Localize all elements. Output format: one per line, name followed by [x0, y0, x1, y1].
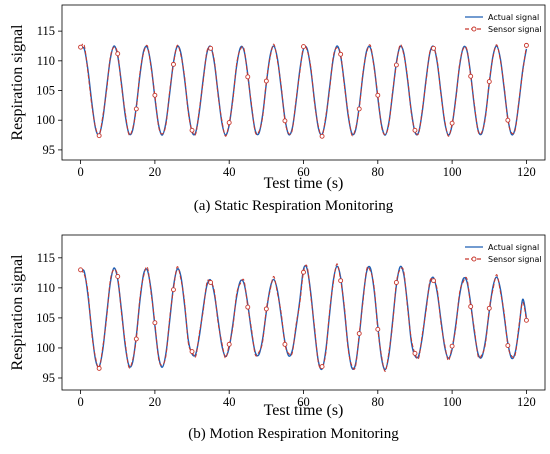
caption: (a) Static Respiration Monitoring — [194, 198, 394, 214]
y-tick-label: 105 — [36, 311, 55, 325]
series-marker — [523, 42, 529, 48]
series-marker — [356, 106, 362, 112]
series-marker — [449, 343, 455, 349]
series-marker — [263, 306, 269, 312]
series-marker — [133, 336, 139, 342]
series-marker — [375, 326, 381, 332]
series-marker — [468, 304, 474, 309]
x-tick-label: 0 — [77, 395, 83, 409]
series-marker — [78, 267, 84, 273]
series-marker — [319, 133, 325, 139]
x-tick-label: 120 — [517, 165, 536, 179]
x-tick-label: 120 — [517, 395, 536, 409]
series-marker — [78, 44, 84, 50]
x-tick-label: 80 — [372, 395, 385, 409]
x-tick-label: 100 — [443, 395, 462, 409]
series-marker — [171, 61, 176, 67]
series-marker — [152, 320, 158, 326]
series-marker — [171, 287, 176, 293]
y-tick-label: 110 — [37, 281, 55, 295]
series-marker — [486, 305, 492, 311]
series-marker — [115, 51, 121, 57]
series-marker — [282, 118, 288, 124]
legend-marker — [471, 26, 477, 32]
x-tick-label: 60 — [297, 165, 310, 179]
series-marker — [412, 127, 418, 133]
series-marker — [449, 120, 455, 126]
series-marker — [96, 365, 102, 371]
x-tick-label: 40 — [223, 165, 236, 179]
x-axis-label: Test time (s) — [264, 175, 344, 192]
y-axis-label: Respiration signal — [9, 24, 26, 141]
series-line — [80, 265, 528, 371]
x-tick-label: 100 — [443, 165, 462, 179]
series-line — [80, 43, 527, 138]
plot: 0 20 40 60 80 100 120 95 100 105 110 115 Test time (… — [9, 4, 546, 214]
series-marker — [189, 349, 195, 355]
series-marker — [468, 73, 474, 79]
series-marker — [208, 45, 214, 51]
y-tick-label: 105 — [36, 84, 55, 98]
legend-label: Actual signal — [488, 13, 539, 22]
series-marker — [115, 274, 121, 279]
series-marker — [282, 341, 288, 347]
series-marker — [96, 133, 102, 139]
y-tick-label: 100 — [36, 113, 55, 127]
y-tick-label: 95 — [43, 371, 56, 385]
y-tick-label: 110 — [37, 54, 55, 68]
series-marker — [301, 44, 306, 50]
series-marker — [505, 343, 511, 348]
series-marker — [301, 269, 306, 275]
series-marker — [245, 304, 251, 310]
legend-label: Actual signal — [488, 243, 539, 252]
series-marker — [338, 278, 344, 284]
series-marker — [431, 278, 436, 284]
x-tick-label: 40 — [223, 395, 236, 409]
series-marker — [375, 92, 381, 98]
series-marker — [226, 341, 232, 347]
series-marker — [505, 117, 511, 123]
series-marker — [189, 127, 195, 133]
plot: 0 20 40 60 80 100 120 95 100 105 110 115 Test time (… — [9, 234, 546, 442]
x-tick-label: 60 — [297, 395, 310, 409]
series-marker — [486, 79, 492, 85]
x-tick-label: 20 — [149, 165, 162, 179]
series-marker — [431, 45, 436, 51]
series-marker — [208, 280, 214, 285]
series-marker — [319, 364, 325, 370]
y-tick-label: 95 — [43, 143, 56, 157]
x-tick-label: 0 — [77, 165, 83, 179]
series-marker — [356, 331, 362, 336]
series-marker — [393, 62, 399, 68]
series-marker — [393, 280, 399, 285]
x-tick-label: 80 — [372, 165, 385, 179]
y-tick-label: 115 — [37, 251, 55, 265]
legend-marker — [471, 256, 477, 262]
series-marker — [245, 74, 251, 80]
legend-label: Sensor signal — [488, 25, 542, 34]
series-marker — [133, 106, 139, 112]
series-marker — [152, 92, 158, 98]
y-tick-label: 115 — [37, 24, 55, 38]
y-tick-label: 100 — [36, 341, 55, 355]
caption: (b) Motion Respiration Monitoring — [188, 426, 399, 442]
legend-label: Sensor signal — [488, 255, 542, 264]
series-marker — [226, 120, 232, 126]
series-marker — [263, 78, 269, 84]
series-line — [80, 263, 527, 372]
series-line — [80, 45, 528, 136]
x-axis-label: Test time (s) — [264, 402, 344, 419]
series-marker — [523, 317, 529, 323]
series-marker — [412, 350, 418, 356]
y-axis-label: Respiration signal — [9, 254, 26, 371]
series-marker — [338, 51, 344, 57]
x-tick-label: 20 — [149, 395, 162, 409]
